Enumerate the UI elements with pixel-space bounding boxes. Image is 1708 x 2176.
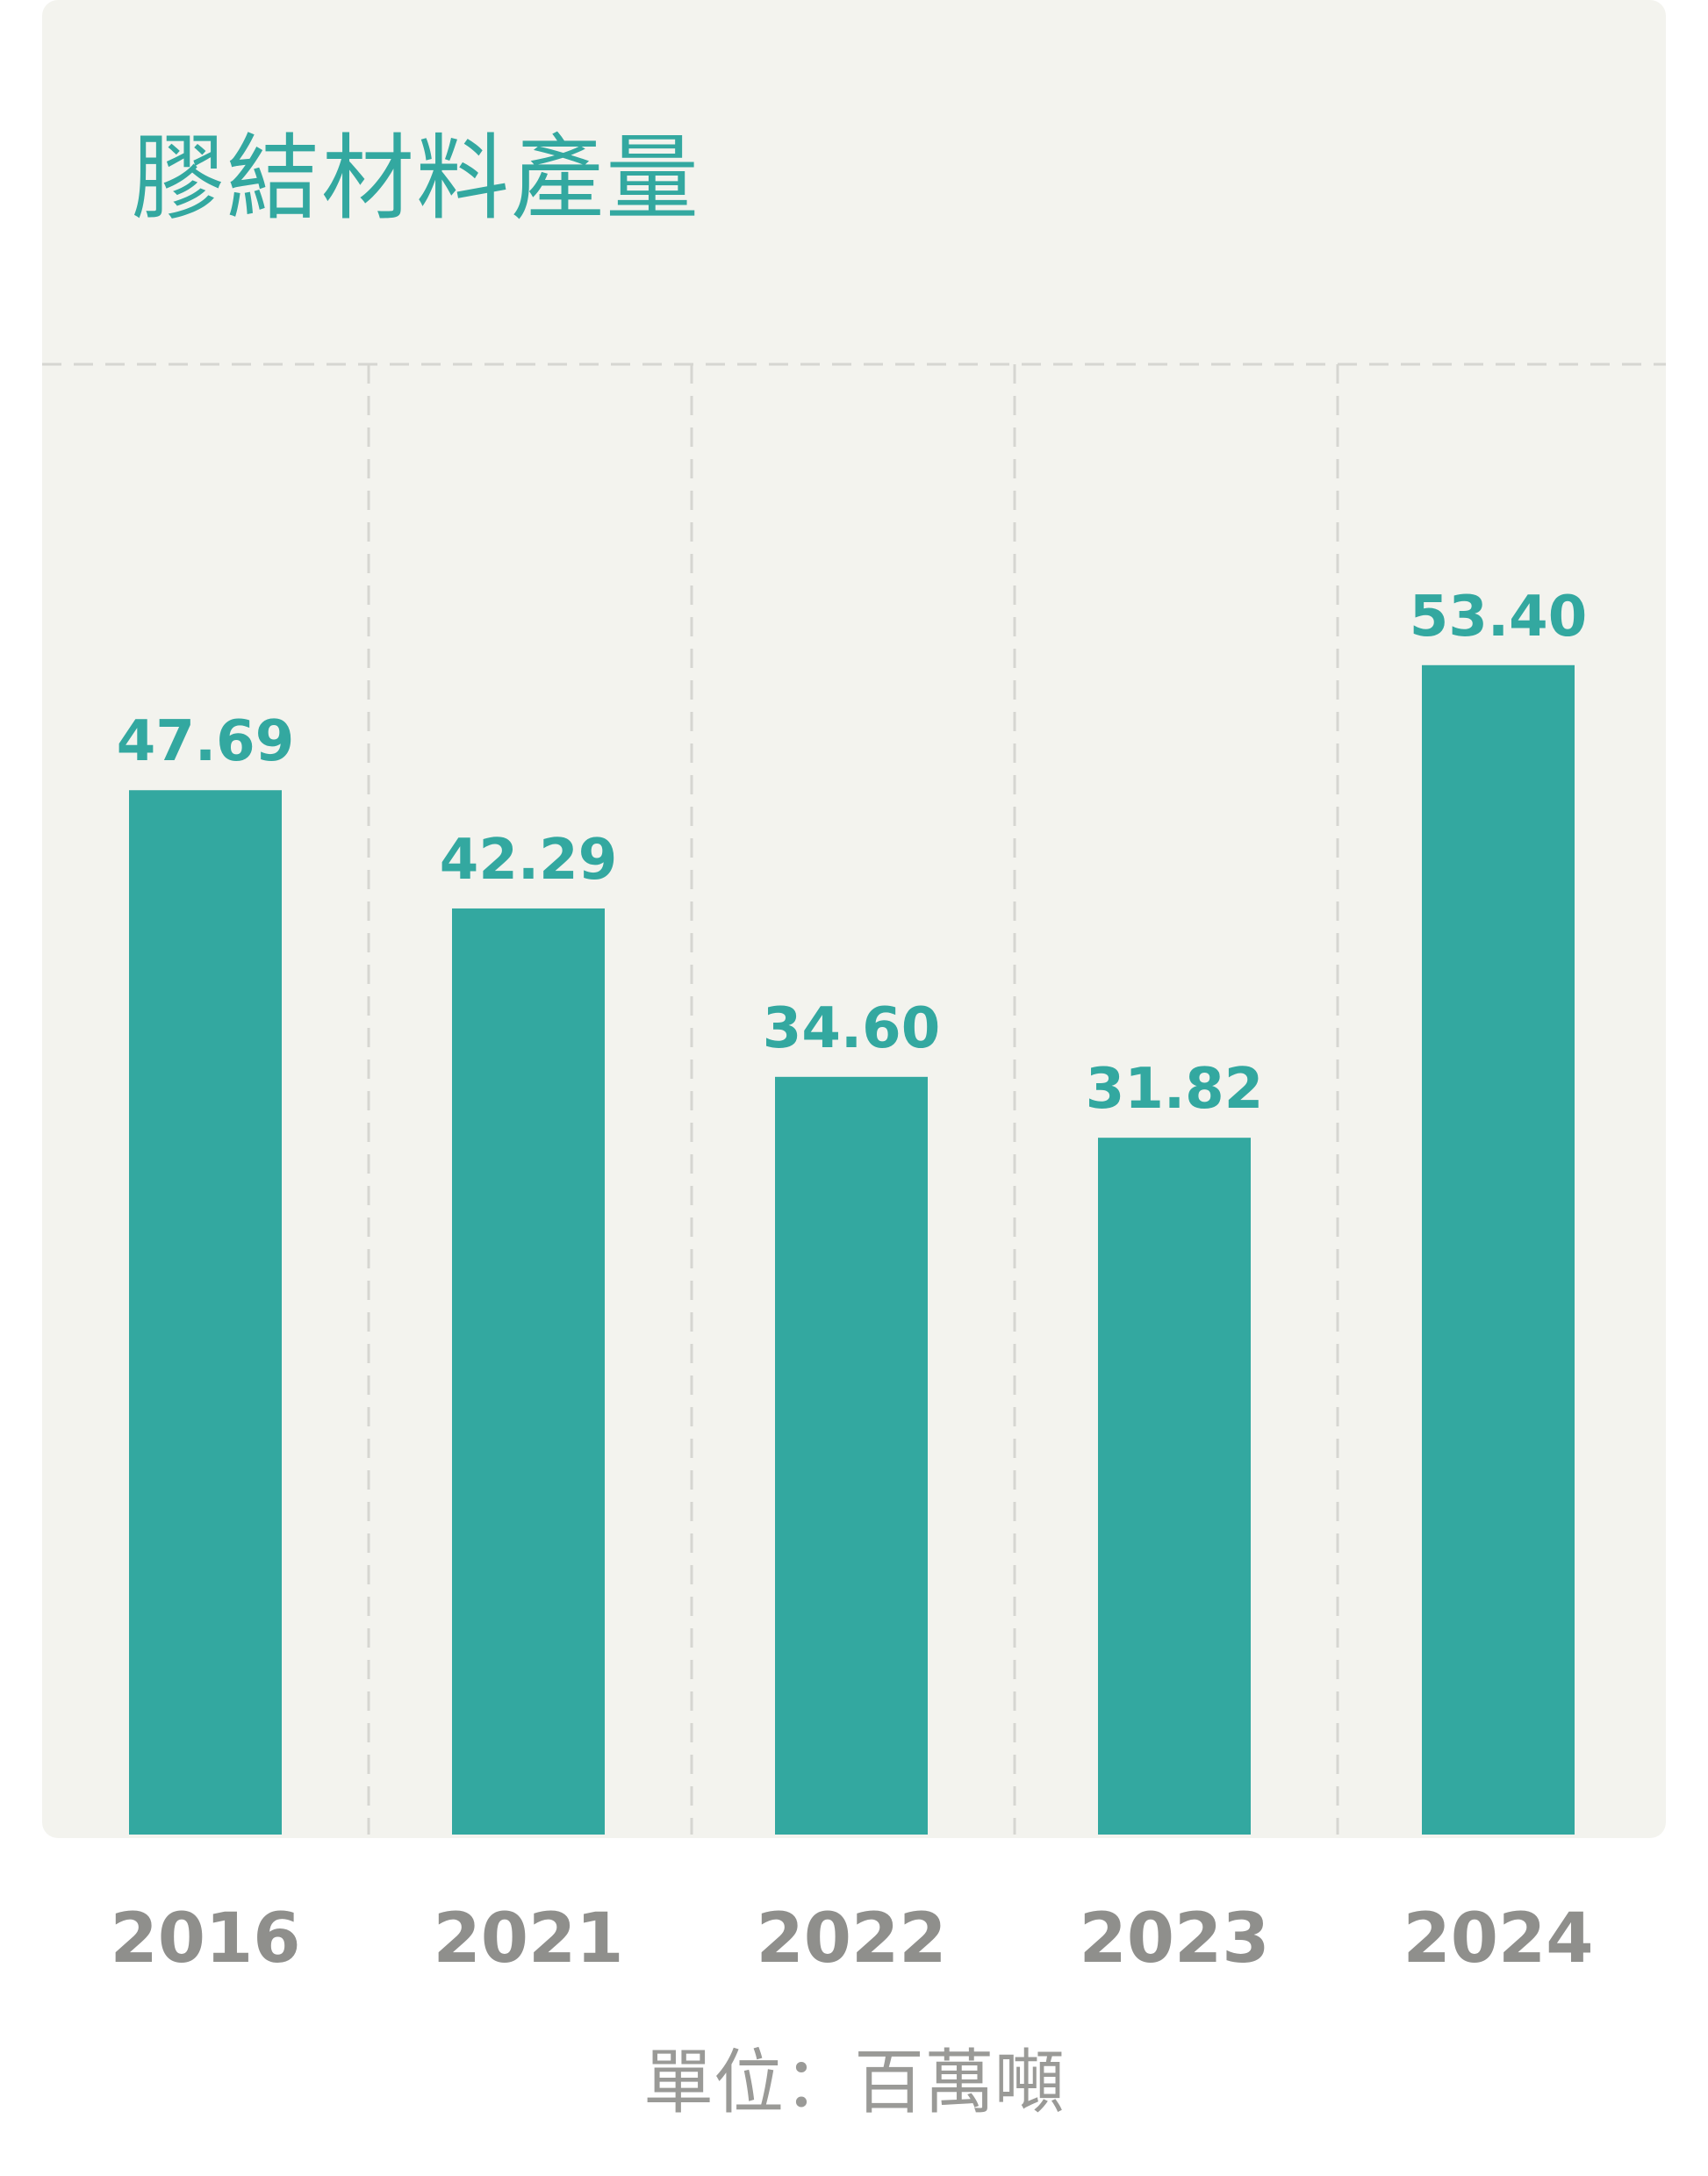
bar-2023 [1098,1138,1251,1835]
x-tick-label-2021: 2021 [433,1900,623,1979]
grid-lines [42,363,1666,1835]
value-label-2022: 34.60 [763,996,940,1061]
x-tick-label-2022: 2022 [756,1900,946,1979]
bar-2016 [129,790,282,1835]
bars [129,664,1575,1835]
value-label-2023: 31.82 [1086,1057,1263,1122]
unit-note: 單位：百萬噸 [643,2042,1065,2123]
bar-2024 [1422,664,1575,1835]
x-tick-label-2024: 2024 [1403,1900,1593,1979]
chart-title: 膠結材料產量 [132,125,700,233]
x-tick-label-2023: 2023 [1079,1900,1269,1979]
value-label-2021: 42.29 [440,828,617,893]
x-axis-tick-labels: 2016 2021 2022 2023 2024 [110,1900,1593,1979]
bar-2022 [775,1076,928,1835]
value-label-2024: 53.40 [1410,585,1587,650]
x-tick-label-2016: 2016 [110,1900,300,1979]
bar-2021 [452,908,605,1835]
value-labels: 47.69 42.29 34.60 31.82 53.40 [117,585,1587,1122]
value-label-2016: 47.69 [117,709,294,774]
